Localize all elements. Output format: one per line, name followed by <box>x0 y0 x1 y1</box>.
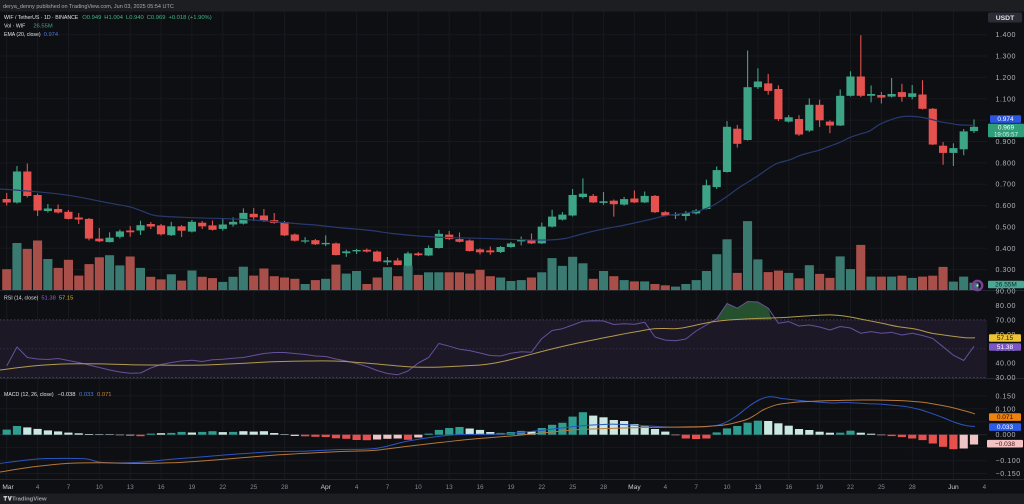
svg-text:1.400: 1.400 <box>996 31 1017 39</box>
svg-text:28: 28 <box>909 484 916 491</box>
svg-text:7: 7 <box>67 484 71 491</box>
svg-text:80.00: 80.00 <box>996 302 1017 310</box>
svg-text:0.969: 0.969 <box>998 125 1015 132</box>
svg-text:0.600: 0.600 <box>996 202 1017 210</box>
svg-text:13: 13 <box>754 484 761 491</box>
svg-text:0.300: 0.300 <box>996 266 1017 274</box>
svg-text:0.900: 0.900 <box>996 138 1017 146</box>
svg-text:4: 4 <box>983 484 987 491</box>
svg-text:28: 28 <box>600 484 607 491</box>
svg-text:USDT: USDT <box>996 15 1015 22</box>
svg-text:May: May <box>628 484 641 491</box>
svg-text:19: 19 <box>508 484 515 491</box>
svg-text:4: 4 <box>355 484 359 491</box>
svg-text:0.800: 0.800 <box>996 159 1017 167</box>
svg-text:1.200: 1.200 <box>996 74 1017 82</box>
svg-text:EMA (20, close)0.974: EMA (20, close) 0.974 <box>4 32 59 38</box>
svg-text:Mar: Mar <box>2 484 14 491</box>
svg-text:10: 10 <box>96 484 103 491</box>
svg-text:0.071: 0.071 <box>997 414 1014 421</box>
svg-text:13: 13 <box>127 484 134 491</box>
svg-text:70.00: 70.00 <box>996 316 1017 324</box>
svg-text:13: 13 <box>446 484 453 491</box>
svg-text:0.100: 0.100 <box>996 405 1017 413</box>
svg-text:30.00: 30.00 <box>996 374 1017 382</box>
svg-text:7: 7 <box>386 484 390 491</box>
svg-text:19: 19 <box>816 484 823 491</box>
svg-text:4: 4 <box>664 484 668 491</box>
svg-text:0.150: 0.150 <box>996 392 1017 400</box>
svg-text:22: 22 <box>538 484 545 491</box>
svg-text:7: 7 <box>694 484 698 491</box>
svg-text:57.15: 57.15 <box>997 335 1014 342</box>
svg-text:22: 22 <box>847 484 854 491</box>
svg-text:0.033: 0.033 <box>997 424 1014 431</box>
svg-text:28: 28 <box>281 484 288 491</box>
svg-text:0.700: 0.700 <box>996 181 1017 189</box>
svg-text:51.38: 51.38 <box>997 344 1014 351</box>
svg-text:derya_denny published on Tradi: derya_denny published on TradingView.com… <box>3 4 174 10</box>
svg-text:40.00: 40.00 <box>996 360 1017 368</box>
svg-text:16: 16 <box>158 484 165 491</box>
svg-text:22: 22 <box>219 484 226 491</box>
svg-text:10: 10 <box>415 484 422 491</box>
svg-text:16: 16 <box>785 484 792 491</box>
svg-text:1.300: 1.300 <box>996 53 1017 61</box>
svg-text:25: 25 <box>569 484 576 491</box>
svg-text:4: 4 <box>36 484 40 491</box>
svg-text:1.100: 1.100 <box>996 95 1017 103</box>
svg-text:−0.038: −0.038 <box>995 441 1015 448</box>
svg-text:0.974: 0.974 <box>997 116 1014 123</box>
svg-text:19:05:57: 19:05:57 <box>994 131 1019 138</box>
svg-text:Jun: Jun <box>948 484 959 491</box>
svg-text:0.500: 0.500 <box>996 223 1017 231</box>
svg-text:25: 25 <box>878 484 885 491</box>
svg-text:90.00: 90.00 <box>996 288 1017 296</box>
svg-text:TradingView: TradingView <box>12 497 47 503</box>
svg-text:Apr: Apr <box>321 484 332 491</box>
svg-text:−0.100: −0.100 <box>996 457 1021 465</box>
svg-text:0.000: 0.000 <box>996 431 1017 439</box>
svg-text:26.55M: 26.55M <box>995 282 1017 289</box>
svg-text:19: 19 <box>188 484 195 491</box>
svg-text:16: 16 <box>477 484 484 491</box>
svg-text:−0.150: −0.150 <box>996 470 1021 478</box>
svg-text:25: 25 <box>250 484 257 491</box>
svg-text:10: 10 <box>724 484 731 491</box>
svg-text:0.400: 0.400 <box>996 245 1017 253</box>
